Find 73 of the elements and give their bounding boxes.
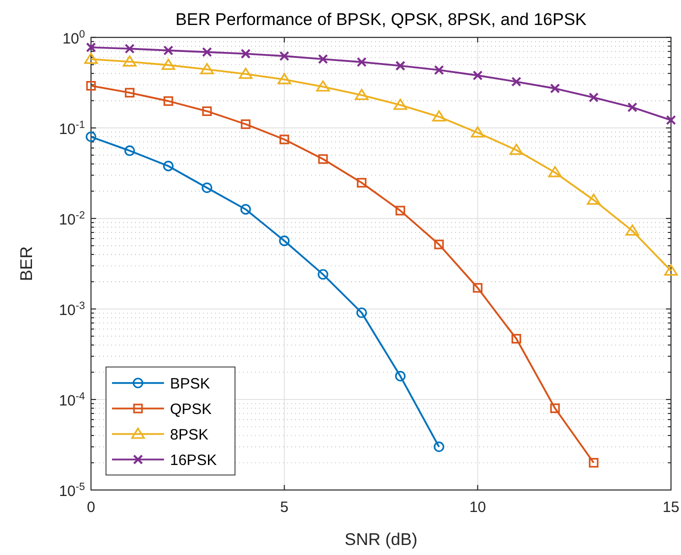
point [434,65,444,76]
point [472,283,482,293]
y-tick-label: 10$^{0}$ [62,28,86,48]
point [86,80,96,91]
point [356,307,367,318]
point [316,80,330,92]
point [202,106,212,116]
point [550,83,560,94]
point [122,55,136,67]
point [124,88,134,98]
point [586,194,600,205]
point [434,240,444,250]
point [84,52,98,64]
y-tick-label: 10$^{-3}$ [58,300,86,319]
point [318,269,328,280]
point [548,166,562,178]
point [588,92,599,102]
point [318,154,328,164]
point [356,178,366,188]
point [396,206,406,216]
point [202,182,212,194]
point [124,44,135,54]
x-tick-label: 0 [86,499,96,516]
y-tick-label: 10$^{-2}$ [58,209,86,228]
point [354,88,368,100]
legend-label: 8PSK [170,426,208,444]
point [588,458,598,468]
y-tick-label: 10$^{-4}$ [58,390,86,410]
point [279,51,290,62]
point [510,144,524,155]
legend-label: BPSK [170,376,210,392]
point [432,110,446,122]
point [356,57,367,68]
point [512,334,522,344]
point [240,48,251,59]
point [86,42,96,52]
point [124,145,135,156]
point [472,70,483,80]
point [238,68,252,79]
point [511,76,522,87]
point [627,102,638,112]
point [434,442,444,452]
x-tick-label: 5 [280,499,289,516]
point [470,126,484,138]
point [163,160,174,172]
point [240,204,251,215]
x-tick-label: 10 [469,499,486,516]
legend-label: 16PSK [170,452,217,469]
point [395,370,406,382]
point [550,403,560,414]
point [240,119,250,129]
point [666,115,676,126]
point [202,47,212,58]
point [86,131,96,142]
point [394,98,408,110]
point [280,134,290,144]
point [626,224,640,236]
legend-label: QPSK [170,401,212,418]
point [395,60,406,71]
point [164,96,174,106]
x-axis-title: SNR (dB) [344,530,418,549]
chart-title: BER Performance of BPSK, QPSK, 8PSK, and 16PSK [175,10,588,29]
point [664,264,678,276]
y-axis-title: BER [17,246,36,282]
point [278,73,292,84]
point [200,63,214,74]
point [163,45,174,56]
point [318,54,328,64]
y-tick-label: 10$^{-5}$ [58,481,86,500]
y-tick-label: 10$^{-1}$ [58,118,86,138]
point [279,236,290,246]
point [162,58,176,70]
x-tick-label: 15 [662,499,680,516]
